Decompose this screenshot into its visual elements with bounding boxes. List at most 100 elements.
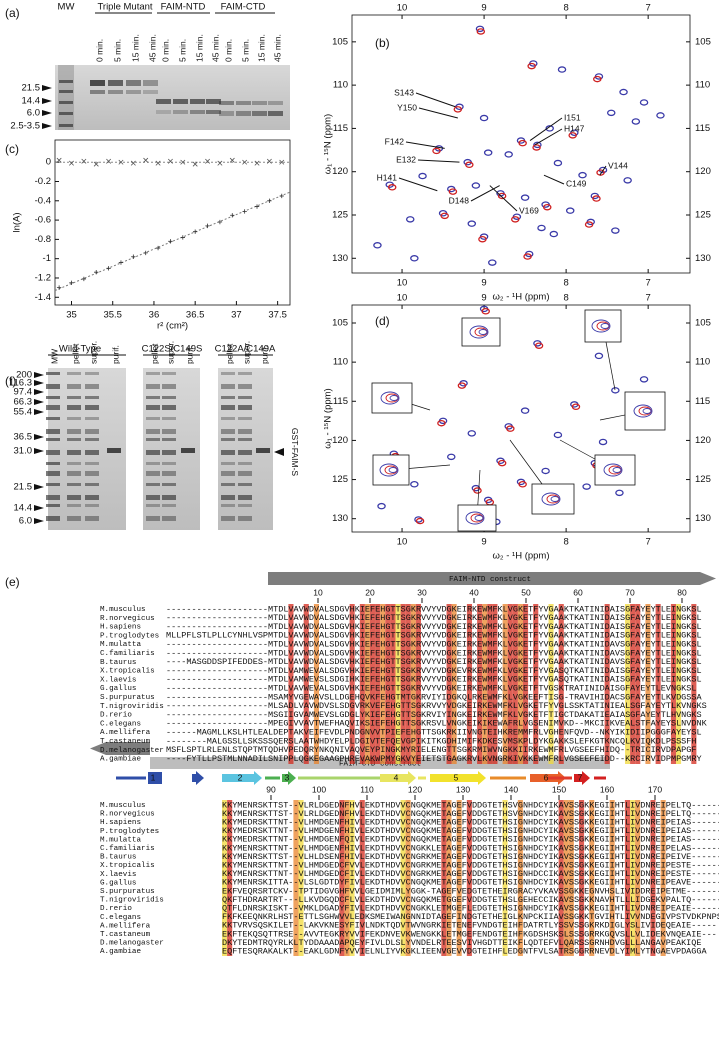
y-tick-label: -1 (43, 253, 51, 264)
species-name: R.norvegicus (100, 615, 155, 623)
conservation-column (625, 604, 631, 764)
y-tick-label: -0.6 (35, 215, 51, 226)
conservation-column (395, 604, 401, 764)
gel-band (221, 417, 235, 420)
lane-label: MW (49, 349, 59, 364)
inset-contour (379, 463, 399, 477)
conservation-column (456, 800, 462, 956)
gel-band (162, 471, 176, 476)
inset-box (624, 391, 666, 431)
ss-coil (548, 776, 572, 780)
gel-band (238, 372, 252, 375)
nmr-peak (448, 188, 458, 195)
nmr-peak (471, 182, 481, 189)
inset-contour (380, 391, 400, 405)
conservation-column (563, 800, 569, 956)
panel-label: (b) (375, 36, 390, 50)
annotation-leader (415, 92, 456, 108)
marker-label: 97.4 (14, 387, 33, 398)
nmr-peak (527, 62, 536, 70)
sequence: DKYTEDMTRQYRLKLTYDDAAADAPQEYFIVLDLSLYVND… (222, 938, 701, 948)
gel-band (126, 80, 141, 86)
data-point (143, 250, 148, 256)
gel-header: FAIM-CTD (221, 2, 266, 13)
panel-label: (e) (5, 575, 20, 589)
marker-arrow (34, 484, 44, 490)
conservation-column (451, 604, 457, 764)
ss-coil (594, 776, 606, 780)
gel-band (85, 438, 99, 441)
marker-label: 6.0 (27, 108, 40, 119)
gel-band (146, 450, 160, 455)
gel-band (59, 112, 73, 115)
x-tick-label: 35.5 (103, 310, 122, 321)
gel-band (107, 448, 121, 453)
data-point (205, 223, 210, 229)
gel-band (190, 99, 205, 104)
data-point (192, 229, 198, 234)
gel-band (173, 99, 188, 104)
ruler-label: 150 (552, 784, 566, 794)
gel-band (221, 495, 235, 500)
gel-band (46, 483, 60, 486)
y-tick-label: 125 (332, 474, 348, 485)
nmr-peak (465, 161, 474, 169)
gel-band (108, 80, 123, 86)
conservation-column (533, 604, 539, 764)
y-tick-label: 110 (333, 80, 348, 91)
conservation-column (558, 800, 564, 956)
species-name: D.melanogaster (100, 940, 164, 948)
nmr-peak (476, 28, 486, 35)
annotation-leader (405, 141, 445, 149)
gel-band (85, 495, 99, 500)
conservation-column (344, 800, 350, 956)
marker-label: 31.0 (14, 446, 33, 457)
y-tick-label: 110 (695, 80, 710, 91)
gel-band (221, 384, 235, 389)
data-point (81, 158, 87, 164)
species-name: R.norvegicus (100, 811, 155, 819)
species-name: A.mellifera (100, 729, 151, 737)
conservation-column (660, 800, 666, 956)
ruler-label: 30 (417, 587, 427, 597)
data-point (167, 158, 173, 164)
ss-label: 6 (544, 772, 549, 782)
ss-coil (116, 776, 146, 780)
nmr-peak (594, 352, 604, 360)
sequence: ------MAGMLLKSLHTLEALDEPTAKVEIFEVDLPNDGN… (166, 727, 702, 737)
data-point (192, 161, 198, 167)
ss-label: 1 (151, 772, 156, 782)
annotation-leader (543, 174, 565, 185)
gel-band (238, 462, 252, 465)
conservation-column (517, 800, 523, 956)
x-tick-label: 7 (646, 293, 651, 304)
lane-label: purif. (184, 345, 194, 364)
conservation-column (579, 800, 585, 956)
sequence: --------------------MSGIIGVAMWEVSLGDGLYK… (166, 710, 702, 720)
conservation-column (492, 604, 498, 764)
sequence: KKYMENRSKTTST--VLRLDGEDNFHVLEKDTHDVVCNGQ… (222, 800, 719, 810)
x-tick-label: 9 (481, 3, 486, 14)
data-point (106, 158, 112, 164)
sequence: --------------------MTDLVAVWEVALSDGVHKIE… (166, 683, 697, 693)
data-point (118, 159, 124, 165)
nmr-peak (410, 481, 419, 488)
data-point (69, 280, 74, 286)
lane-label: 15 min. (194, 34, 204, 62)
y-tick-label: 130 (695, 513, 711, 524)
nmr-peak (656, 112, 665, 119)
lane-label: super. (88, 341, 98, 364)
y-axis-label: ω₁ - ¹⁵N (ppm) (323, 388, 334, 448)
conservation-column (477, 604, 483, 764)
nmr-peak (405, 216, 415, 223)
gel-band (146, 417, 160, 420)
gel-header: C122A/C149A (215, 344, 276, 355)
fit-line (54, 191, 291, 291)
ruler-label: 120 (408, 784, 422, 794)
conservation-column (604, 604, 610, 764)
conservation-column (364, 604, 370, 764)
sequence: MLLPFLSTLPLLCYNHLVSPMTDLVAVWDVALSDGVHKIE… (166, 631, 702, 641)
species-name: T.castaneum (100, 931, 151, 939)
lane-label: 5 min. (240, 39, 250, 62)
data-point (69, 160, 74, 166)
